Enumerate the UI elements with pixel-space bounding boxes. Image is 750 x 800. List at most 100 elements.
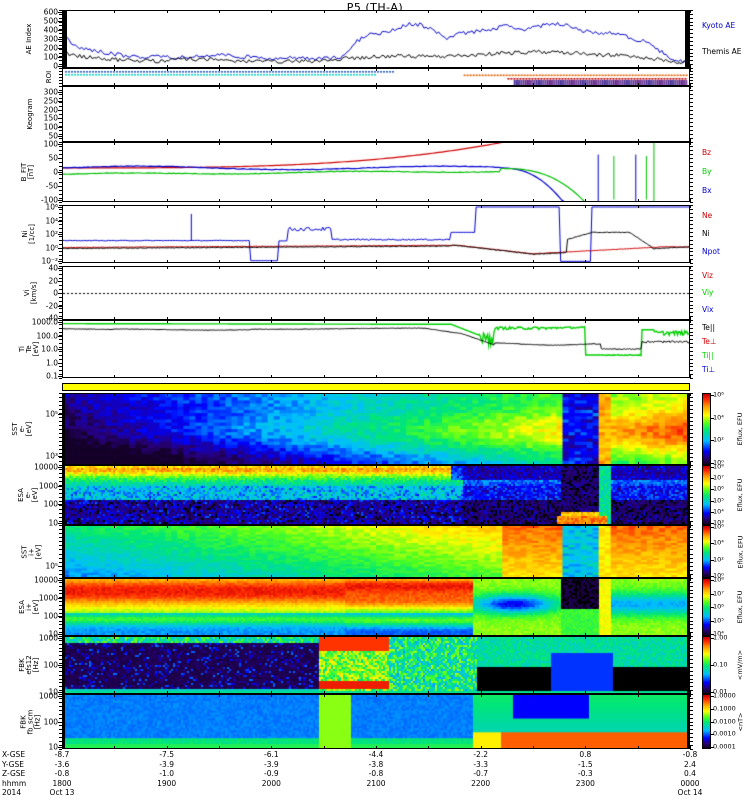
minor-tick <box>690 370 693 371</box>
panel-fbk_scm <box>62 694 690 749</box>
minor-tick <box>59 347 62 348</box>
xtick <box>324 575 325 578</box>
minor-tick <box>59 363 62 364</box>
xaxis-value-1-2: -3.9 <box>264 759 279 769</box>
xtick <box>481 266 482 269</box>
xtick <box>219 139 220 142</box>
minor-tick <box>690 513 693 514</box>
minor-tick <box>59 320 62 321</box>
xtick <box>219 10 220 13</box>
minor-tick <box>690 574 693 575</box>
xtick <box>533 317 534 320</box>
minor-tick <box>690 77 693 78</box>
xtick <box>376 691 377 694</box>
colorbar-label-cb_sst_i-1: 10⁴ <box>713 538 724 547</box>
minor-tick <box>59 675 62 676</box>
minor-tick <box>59 293 62 294</box>
xtick <box>114 320 115 323</box>
edge-gap-left <box>63 394 65 464</box>
minor-tick <box>59 481 62 482</box>
xtick <box>114 578 115 581</box>
minor-tick <box>59 343 62 344</box>
xtick <box>533 199 534 202</box>
xtick <box>62 465 63 468</box>
minor-tick <box>690 178 693 179</box>
tickmark <box>58 486 63 487</box>
minor-tick <box>690 710 693 711</box>
minor-tick <box>690 545 693 546</box>
minor-tick <box>59 22 62 23</box>
minor-tick <box>59 473 62 474</box>
xtick <box>585 260 586 263</box>
minor-tick <box>59 106 62 107</box>
minor-tick <box>690 166 693 167</box>
minor-tick <box>690 228 693 229</box>
xtick <box>376 522 377 525</box>
xtick <box>324 65 325 68</box>
xtick <box>533 139 534 142</box>
minor-tick <box>690 533 693 534</box>
minor-tick <box>59 270 62 271</box>
ytick-esa_i-3: 10 <box>48 629 58 639</box>
minor-tick <box>59 648 62 649</box>
xtick <box>167 375 168 378</box>
xtick <box>481 86 482 89</box>
minor-tick <box>690 509 693 510</box>
xtick <box>376 83 377 86</box>
minor-tick <box>59 570 62 571</box>
edge-gap-left <box>63 466 65 524</box>
xtick <box>324 10 325 13</box>
minor-tick <box>59 628 62 629</box>
colorbar-gradient <box>703 526 710 577</box>
xtick <box>219 83 220 86</box>
minor-tick <box>690 29 693 30</box>
tickmark <box>58 598 63 599</box>
xtick <box>324 522 325 525</box>
legend-ti-Te: Te⊥ <box>702 337 717 347</box>
minor-tick <box>59 578 62 579</box>
panel-roi <box>62 68 690 86</box>
ytick-ti-1: 100.0 <box>36 330 58 340</box>
xtick <box>62 375 63 378</box>
minor-tick <box>59 457 62 458</box>
minor-tick <box>690 609 693 610</box>
tickmark <box>58 616 63 617</box>
minor-tick <box>59 469 62 470</box>
minor-tick <box>690 694 693 695</box>
xtick <box>376 86 377 89</box>
minor-tick <box>59 98 62 99</box>
xtick <box>324 465 325 468</box>
xtick <box>690 83 691 86</box>
minor-tick <box>59 714 62 715</box>
xtick <box>271 636 272 639</box>
legend-bfit-Bz: Bz <box>702 148 712 158</box>
minor-tick <box>690 343 693 344</box>
ytick-ae-0: 600 <box>43 7 58 17</box>
minor-tick <box>690 659 693 660</box>
xtick <box>690 746 691 749</box>
cbtick <box>711 576 714 577</box>
minor-tick <box>59 60 62 61</box>
xaxis-value-1-4: -3.3 <box>473 759 488 769</box>
minor-tick <box>690 274 693 275</box>
xtick <box>271 575 272 578</box>
xtick <box>219 199 220 202</box>
xtick <box>62 636 63 639</box>
minor-tick <box>59 110 62 111</box>
minor-tick <box>59 10 62 11</box>
xtick <box>481 522 482 525</box>
minor-tick <box>690 71 693 72</box>
xtick <box>114 260 115 263</box>
colorbar-label-cb_esa_e-5: 10³ <box>713 518 724 527</box>
xtick <box>585 375 586 378</box>
colorbar-cb_fbk_scm <box>702 694 711 749</box>
xtick <box>114 393 115 396</box>
minor-tick <box>59 378 62 379</box>
xaxis-value-2-3: -0.8 <box>368 769 384 778</box>
minor-tick <box>59 45 62 46</box>
xtick <box>271 10 272 13</box>
minor-tick <box>59 83 62 84</box>
minor-tick <box>690 590 693 591</box>
xaxis-value-1-3: -3.8 <box>368 759 384 769</box>
canvas-sst_e <box>63 394 689 464</box>
